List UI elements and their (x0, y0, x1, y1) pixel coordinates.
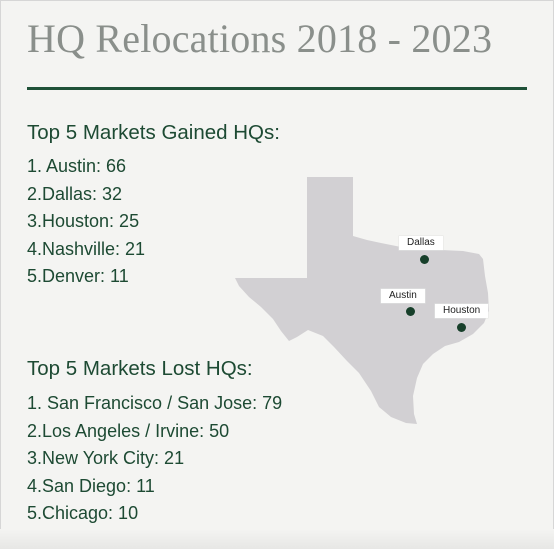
gained-list: 1. Austin: 66 2.Dallas: 32 3.Houston: 25… (27, 153, 145, 291)
lost-list: 1. San Francisco / San Jose: 79 2.Los An… (27, 390, 282, 528)
list-item: 1. Austin: 66 (27, 156, 127, 176)
list-item: 2.Dallas: 32 (27, 183, 123, 204)
austin-label: Austin (381, 289, 425, 303)
list-item: 1. San Francisco / San Jose: 79 (27, 393, 283, 413)
lost-heading: Top 5 Markets Lost HQs: (27, 357, 253, 380)
list-item: 2.Los Angeles / Irvine: 50 (27, 420, 230, 441)
bottom-shadow (0, 529, 554, 549)
list-item: 3.New York City: 21 (27, 448, 185, 468)
houston-marker (457, 323, 466, 332)
list-item: 4.Nashville: 21 (27, 238, 146, 259)
title-divider (27, 87, 527, 90)
list-item: 5.Chicago: 10 (27, 503, 139, 523)
texas-map (235, 177, 489, 424)
houston-label: Houston (435, 304, 489, 318)
dallas-marker (420, 255, 429, 264)
list-item: 5.Denver: 11 (27, 266, 129, 286)
page-title: HQ Relocations 2018 - 2023 (27, 16, 493, 61)
list-item: 3.Houston: 25 (27, 211, 140, 231)
gained-heading: Top 5 Markets Gained HQs: (27, 121, 280, 144)
austin-marker (406, 307, 415, 316)
list-item: 4.San Diego: 11 (27, 475, 155, 496)
dallas-label: Dallas (399, 236, 443, 250)
texas-shape (235, 177, 489, 424)
